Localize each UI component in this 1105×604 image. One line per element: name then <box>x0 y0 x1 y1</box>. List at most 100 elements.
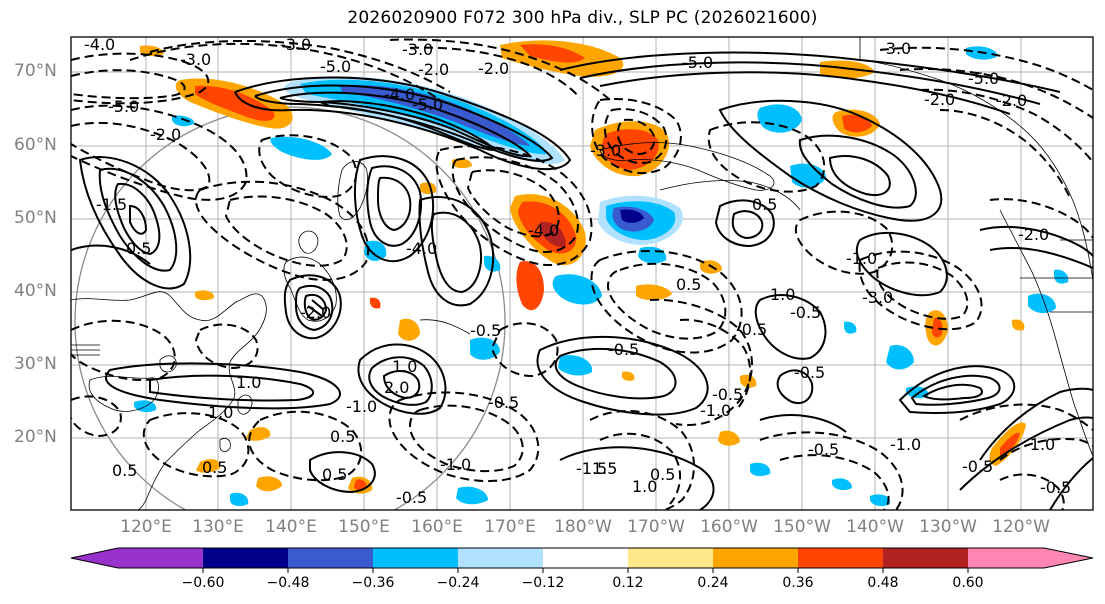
contour-label: -1.0 <box>700 401 731 420</box>
lon-label: 150°W <box>773 517 831 537</box>
colorbar-swatch <box>968 548 1044 568</box>
contour-label: -0.5 <box>794 363 825 382</box>
contour-label: -0.5 <box>1040 478 1071 497</box>
contour-label: -5.0 <box>108 97 139 116</box>
colorbar-tick-label: 0.60 <box>952 575 984 591</box>
contour-label: -0.5 <box>790 303 821 322</box>
colorbar-tick-label: −0.24 <box>436 575 480 591</box>
colorbar-tick-label: −0.12 <box>521 575 565 591</box>
contour-label: -3.0 <box>862 288 893 307</box>
contour-label: -4.0 <box>406 239 437 258</box>
contour-label: -0.5 <box>808 440 839 459</box>
lon-label: 120°W <box>992 517 1050 537</box>
contour-label: 1.0 <box>632 477 657 496</box>
contour-label: 0.5 <box>330 427 355 446</box>
colorbar-tick-label: −0.60 <box>181 575 225 591</box>
contour-label: 1.5 <box>592 459 617 478</box>
lat-label: 50°N <box>14 208 57 228</box>
contour-labels: -4.0 -3.0 -5.0 -2.0 -3.0 -5.0 -2.0 -5.0 … <box>84 35 1071 507</box>
contour-label: -1.0 <box>890 435 921 454</box>
contour-label: -4.0 <box>528 221 559 240</box>
colorbar <box>70 547 1094 573</box>
colorbar-swatch <box>1044 548 1093 568</box>
contour-label: 0.5 <box>202 458 227 477</box>
contour-label: -2.0 <box>150 125 181 144</box>
slp-negative-contours <box>71 38 1093 510</box>
colorbar-tick-label: 0.24 <box>697 575 729 591</box>
colorbar-tick-label: −0.36 <box>351 575 395 591</box>
lon-label: 180°W <box>554 517 612 537</box>
contour-label: -2.0 <box>300 303 331 322</box>
colorbar-swatch <box>203 548 288 568</box>
colorbar-tick-label: 0.48 <box>867 575 899 591</box>
contour-label: -0.5 <box>962 457 993 476</box>
lon-label: 130°E <box>192 517 244 537</box>
colorbar-tick-marks <box>202 568 969 573</box>
contour-label: -3.0 <box>280 35 311 54</box>
contour-label: -5.0 <box>968 69 999 88</box>
contour-label: -4.0 <box>84 35 115 54</box>
lon-label: 140°E <box>265 517 317 537</box>
contour-label: 0.5 <box>676 275 701 294</box>
contour-label: 1.0 <box>392 357 417 376</box>
slp-positive-contours <box>71 51 1093 510</box>
lon-label: 170°W <box>627 517 685 537</box>
lon-label: 130°W <box>919 517 977 537</box>
colorbar-outline <box>70 547 1094 569</box>
contour-label: -0.5 <box>488 393 519 412</box>
colorbar-swatch <box>458 548 543 568</box>
colorbar-swatch <box>713 548 798 568</box>
lat-label: 40°N <box>14 281 57 301</box>
contour-label: 0.5 <box>126 239 151 258</box>
contour-label: -3.0 <box>402 40 433 59</box>
contour-label: -0.5 <box>608 340 639 359</box>
lon-label: 170°E <box>484 517 536 537</box>
contour-label: -2.0 <box>1018 225 1049 244</box>
map-title: 2026020900 F072 300 hPa div., SLP PC (20… <box>347 8 818 28</box>
contour-label: 1.0 <box>208 403 233 422</box>
contour-label: -2.0 <box>478 59 509 78</box>
colorbar-swatch <box>628 548 713 568</box>
colorbar-swatch <box>883 548 968 568</box>
contour-label: -3.0 <box>880 39 911 58</box>
contour-label: -0.5 <box>712 385 743 404</box>
lon-label: 160°W <box>700 517 758 537</box>
contour-label: -2.0 <box>924 90 955 109</box>
contour-label: 0.5 <box>322 465 347 484</box>
map-frame <box>70 36 1094 511</box>
colorbar-swatch <box>543 548 628 568</box>
contour-label: -2.0 <box>996 91 1027 110</box>
contour-label: -2.0 <box>418 60 449 79</box>
colorbar-tick-label: 0.36 <box>782 575 814 591</box>
contour-label: -0.5 <box>736 320 767 339</box>
contour-label: -3.0 <box>180 50 211 69</box>
contour-label: 0.5 <box>650 465 675 484</box>
contour-label: -1.5 <box>576 459 607 478</box>
contour-label: 1.0 <box>770 285 795 304</box>
colorbar-tick-label: 0.12 <box>612 575 644 591</box>
contour-label: 0.5 <box>112 461 137 480</box>
contour-label: -1.0 <box>1024 435 1055 454</box>
lat-label: 70°N <box>14 61 57 81</box>
contour-label: -0.5 <box>396 488 427 507</box>
coastlines <box>71 37 1093 510</box>
lat-label: 60°N <box>14 135 57 155</box>
lat-label: 20°N <box>14 427 57 447</box>
colorbar-swatch <box>288 548 373 568</box>
colorbar-swatch <box>118 548 203 568</box>
contour-label: -3.0 <box>590 141 621 160</box>
colorbar-tick-label: −0.48 <box>266 575 310 591</box>
colorbar-swatch <box>71 548 118 568</box>
contour-label: -5.0 <box>412 95 443 114</box>
colorbar-swatch <box>798 548 883 568</box>
contour-label: -1.0 <box>440 455 471 474</box>
contour-label: -4.0 <box>384 85 415 104</box>
contour-label: 2.0 <box>384 378 409 397</box>
contour-label: -5.0 <box>320 57 351 76</box>
lon-label: 140°W <box>846 517 904 537</box>
contour-label: 1.0 <box>236 373 261 392</box>
contour-label: -1.5 <box>96 195 127 214</box>
lon-label: 150°E <box>338 517 390 537</box>
lon-label: 160°E <box>411 517 463 537</box>
